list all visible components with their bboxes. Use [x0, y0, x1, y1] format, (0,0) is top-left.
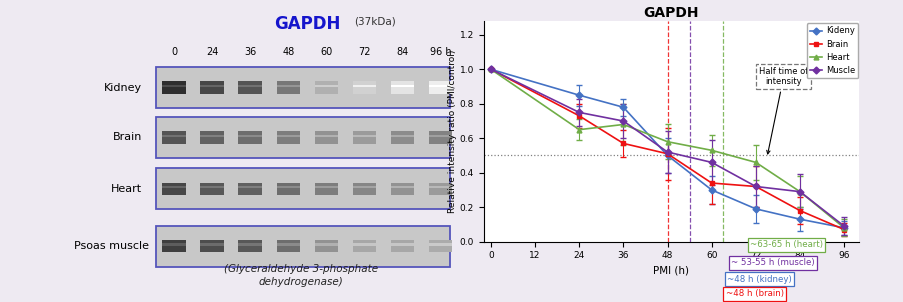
- Bar: [314, 135, 338, 137]
- Bar: [390, 131, 414, 143]
- Bar: [314, 243, 338, 246]
- Bar: [163, 131, 186, 143]
- Bar: [314, 240, 338, 252]
- Bar: [238, 240, 262, 252]
- Legend: Kideny, Brain, Heart, Muscle: Kideny, Brain, Heart, Muscle: [805, 23, 858, 78]
- Bar: [352, 135, 376, 137]
- Bar: [163, 82, 186, 94]
- Bar: [428, 131, 452, 143]
- Text: Half time of
intensity: Half time of intensity: [759, 66, 807, 154]
- Bar: [238, 186, 262, 188]
- Text: 36: 36: [244, 47, 256, 57]
- Text: (Glyceraldehyde 3-phosphate
dehydrogenase): (Glyceraldehyde 3-phosphate dehydrogenas…: [223, 264, 377, 287]
- Bar: [200, 243, 224, 246]
- Bar: [428, 186, 452, 188]
- Text: 84: 84: [396, 47, 408, 57]
- Text: (37kDa): (37kDa): [354, 17, 396, 27]
- Bar: [163, 135, 186, 137]
- Bar: [352, 183, 376, 195]
- Bar: [314, 183, 338, 195]
- Bar: [314, 186, 338, 188]
- Bar: [238, 243, 262, 246]
- Bar: [276, 131, 300, 143]
- Bar: [390, 183, 414, 195]
- Bar: [276, 135, 300, 137]
- Bar: [200, 186, 224, 188]
- Bar: [352, 186, 376, 188]
- Text: 24: 24: [206, 47, 218, 57]
- Bar: [352, 131, 376, 143]
- Bar: [163, 243, 186, 246]
- FancyBboxPatch shape: [155, 67, 450, 108]
- Bar: [276, 240, 300, 252]
- X-axis label: PMI (h): PMI (h): [653, 266, 688, 276]
- Bar: [200, 183, 224, 195]
- Bar: [238, 85, 262, 87]
- Bar: [238, 82, 262, 94]
- Text: 60: 60: [320, 47, 332, 57]
- Bar: [238, 131, 262, 143]
- Bar: [352, 240, 376, 252]
- Text: ~48 h (kidney): ~48 h (kidney): [726, 275, 791, 284]
- Bar: [390, 240, 414, 252]
- Bar: [200, 131, 224, 143]
- Text: 96 h: 96 h: [430, 47, 451, 57]
- Bar: [163, 240, 186, 252]
- Bar: [163, 186, 186, 188]
- Bar: [428, 240, 452, 252]
- Text: Psoas muscle: Psoas muscle: [74, 241, 149, 251]
- Bar: [314, 82, 338, 94]
- Y-axis label: Relative intensity ratio (PMI/control): Relative intensity ratio (PMI/control): [447, 50, 456, 213]
- Text: ~63-65 h (heart): ~63-65 h (heart): [749, 240, 822, 249]
- Bar: [200, 82, 224, 94]
- Bar: [428, 183, 452, 195]
- Bar: [276, 82, 300, 94]
- Text: Brain: Brain: [113, 132, 143, 143]
- Text: ~48 h (brain): ~48 h (brain): [725, 289, 783, 298]
- Text: 72: 72: [358, 47, 370, 57]
- Bar: [314, 131, 338, 143]
- Bar: [390, 135, 414, 137]
- FancyBboxPatch shape: [155, 226, 450, 267]
- Text: Kidney: Kidney: [104, 82, 143, 93]
- Text: 48: 48: [282, 47, 294, 57]
- Bar: [276, 85, 300, 87]
- Bar: [238, 135, 262, 137]
- Bar: [163, 183, 186, 195]
- Bar: [276, 186, 300, 188]
- Text: Heart: Heart: [111, 184, 143, 194]
- Bar: [200, 85, 224, 87]
- Bar: [276, 183, 300, 195]
- Bar: [352, 243, 376, 246]
- Text: ~ 53-55 h (muscle): ~ 53-55 h (muscle): [731, 258, 814, 267]
- Bar: [238, 183, 262, 195]
- FancyBboxPatch shape: [155, 169, 450, 209]
- Bar: [276, 243, 300, 246]
- Bar: [428, 82, 452, 94]
- Title: GAPDH: GAPDH: [643, 6, 698, 20]
- Text: GAPDH: GAPDH: [274, 15, 340, 33]
- Bar: [390, 82, 414, 94]
- Bar: [390, 243, 414, 246]
- Bar: [390, 85, 414, 87]
- Bar: [163, 85, 186, 87]
- Bar: [428, 85, 452, 87]
- Bar: [428, 243, 452, 246]
- FancyBboxPatch shape: [155, 117, 450, 158]
- Bar: [200, 240, 224, 252]
- Bar: [314, 85, 338, 87]
- Bar: [352, 85, 376, 87]
- Bar: [200, 135, 224, 137]
- Bar: [428, 135, 452, 137]
- Bar: [390, 186, 414, 188]
- Bar: [352, 82, 376, 94]
- Text: 0: 0: [171, 47, 177, 57]
